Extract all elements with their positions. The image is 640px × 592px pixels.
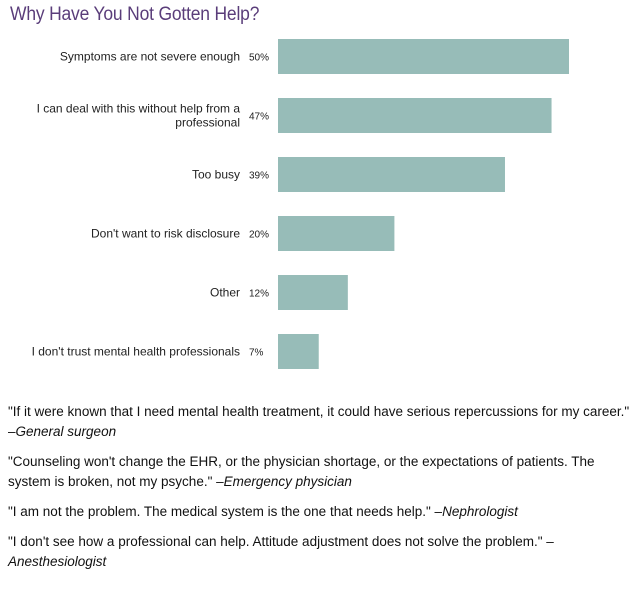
quote-1: "If it were known that I need mental hea… <box>8 402 636 442</box>
category-label-6-line-1: I don't trust mental health professional… <box>32 345 240 359</box>
quote-2-author: Emergency physician <box>223 474 352 489</box>
quote-3: "I am not the problem. The medical syste… <box>8 502 636 522</box>
quote-4-text: "I don't see how a professional can help… <box>8 534 554 549</box>
value-label-4: 20% <box>249 230 269 241</box>
category-label-4-line-1: Don't want to risk disclosure <box>91 227 240 241</box>
quote-4-author: Anesthesiologist <box>8 554 107 569</box>
bar-4 <box>278 216 395 251</box>
category-label-4: Don't want to risk disclosure <box>91 227 240 241</box>
bar-chart: 50% Symptoms are not severe enough 47% I ca… <box>32 39 569 369</box>
value-label-6: 7% <box>249 348 264 359</box>
category-label-1: Symptoms are not severe enough <box>60 50 240 64</box>
quotes-section: "If it were known that I need mental hea… <box>8 402 636 582</box>
value-label-5: 12% <box>249 289 269 300</box>
category-label-5: Other <box>210 286 240 300</box>
bar-3 <box>278 157 505 192</box>
quote-1-author: General surgeon <box>15 424 117 439</box>
value-label-1: 50% <box>249 53 269 64</box>
category-label-2: I can deal with this without help from a… <box>37 102 241 130</box>
bar-2 <box>278 98 552 133</box>
bar-6 <box>278 334 319 369</box>
bar-1 <box>278 39 569 74</box>
quote-3-text: "I am not the problem. The medical syste… <box>8 504 443 519</box>
bar-5 <box>278 275 348 310</box>
category-label-5-line-1: Other <box>210 286 240 300</box>
category-label-1-line-1: Symptoms are not severe enough <box>60 50 240 64</box>
quote-1-text: "If it were known that I need mental hea… <box>8 404 630 439</box>
category-label-3-line-1: Too busy <box>192 168 240 182</box>
value-label-2: 47% <box>249 112 269 123</box>
quote-2: "Counseling won't change the EHR, or the… <box>8 452 636 492</box>
value-label-3: 39% <box>249 171 269 182</box>
chart-title: Why Have You Not Gotten Help? <box>10 4 260 25</box>
quote-4: "I don't see how a professional can help… <box>8 532 636 572</box>
quote-2-text: "Counseling won't change the EHR, or the… <box>8 454 595 489</box>
category-label-6: I don't trust mental health professional… <box>32 345 240 359</box>
category-label-2-line-1: I can deal with this without help from a <box>37 102 241 116</box>
quote-3-author: Nephrologist <box>442 504 518 519</box>
category-label-2-line-2: professional <box>175 116 240 130</box>
category-label-3: Too busy <box>192 168 240 182</box>
